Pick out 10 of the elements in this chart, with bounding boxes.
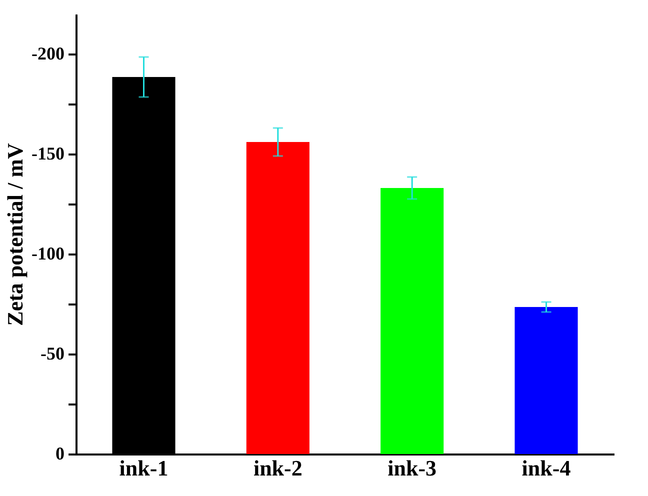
x-tick-label: ink-2 xyxy=(253,456,302,480)
y-tick-label: -150 xyxy=(32,144,64,164)
y-tick-label: 0 xyxy=(56,444,64,464)
y-tick-label: -50 xyxy=(40,344,64,364)
x-tick-label: ink-1 xyxy=(119,456,168,480)
y-tick-label: -100 xyxy=(32,244,64,264)
y-tick-label: -200 xyxy=(32,44,64,64)
y-axis-title: Zeta potential / mV xyxy=(2,143,28,326)
x-tick-label: ink-4 xyxy=(522,456,571,480)
x-tick-label: ink-3 xyxy=(388,456,437,480)
